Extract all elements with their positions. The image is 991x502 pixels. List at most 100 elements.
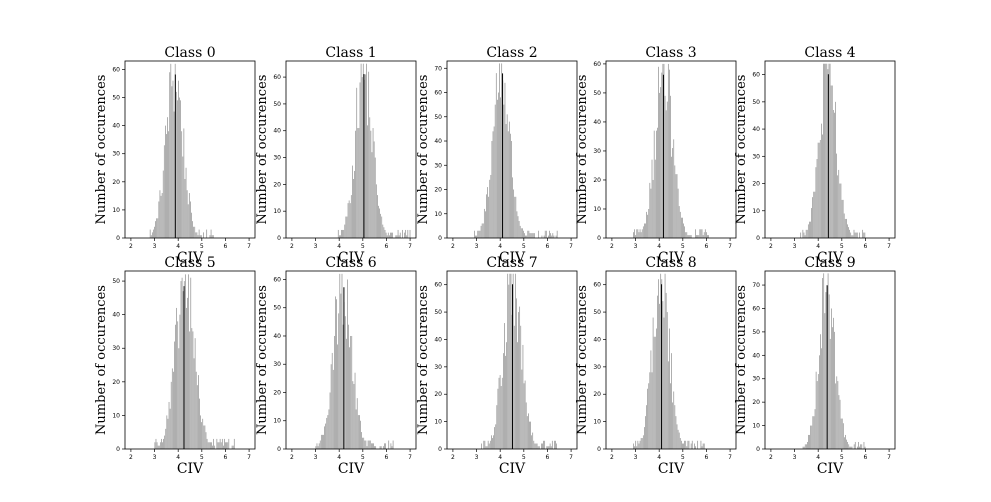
histogram-bar: [813, 191, 815, 238]
histogram-bar: [171, 368, 173, 449]
histogram-bar: [826, 63, 828, 238]
histogram-bar: [544, 440, 546, 449]
x-tick-label: 7: [887, 243, 891, 250]
x-tick-label: 2: [769, 243, 773, 250]
histogram-bar: [549, 230, 550, 238]
histogram-bar: [683, 443, 684, 449]
y-tick-label: 50: [593, 309, 601, 316]
histogram-bar: [679, 211, 681, 238]
histogram-bar: [167, 117, 168, 238]
histogram-bar: [485, 211, 486, 238]
histogram-bar: [493, 435, 494, 449]
histogram-bar: [364, 440, 366, 449]
histogram-bar: [676, 174, 678, 238]
y-tick-label: 40: [112, 312, 120, 319]
histogram-bar: [658, 279, 659, 449]
histogram-bar: [168, 401, 170, 449]
histogram-bar: [377, 195, 378, 238]
histogram-bar: [499, 375, 501, 449]
histogram-bar: [532, 233, 534, 238]
chart-3-y-label: Number of occurences: [575, 75, 590, 225]
x-tick-label: 3: [314, 454, 318, 461]
y-tick-label: 10: [434, 211, 442, 218]
histogram-bar: [638, 443, 640, 449]
histogram-bar: [367, 440, 369, 449]
histogram-bar: [156, 218, 158, 238]
histogram-bar: [368, 440, 370, 449]
histogram-bar: [161, 438, 162, 449]
x-tick-label: 7: [247, 454, 251, 461]
histogram-bar: [490, 174, 492, 238]
y-tick-label: 30: [434, 364, 442, 371]
histogram-bar: [158, 201, 160, 238]
y-tick-label: 20: [593, 391, 601, 398]
histogram-bar: [703, 443, 705, 449]
histogram-bar: [654, 159, 656, 238]
histogram-bar: [187, 204, 189, 238]
x-tick-label: 7: [728, 454, 732, 461]
histogram-bar: [379, 208, 380, 238]
histogram-bar: [825, 63, 827, 238]
x-tick-label: 2: [451, 454, 455, 461]
y-tick-label: 0: [597, 446, 601, 453]
histogram-bar: [547, 446, 549, 449]
histogram-bar: [833, 317, 834, 449]
histogram-bar: [338, 235, 340, 238]
y-tick-label: 50: [273, 101, 281, 108]
y-tick-label: 60: [273, 276, 281, 283]
histogram-bar: [344, 316, 346, 449]
histogram-bar: [217, 442, 219, 449]
chart-7: 2 3 4 5 6 7 0 10 20 30 40 50 60 Class 7 CIV Number of o…: [416, 255, 578, 477]
histogram-bar: [192, 221, 193, 238]
histogram-bar: [640, 232, 642, 238]
histogram-bar: [194, 338, 196, 449]
histogram-bar: [699, 229, 701, 238]
histogram-bar: [634, 229, 635, 238]
histogram-bar: [815, 371, 817, 449]
y-tick-label: 70: [434, 65, 442, 72]
histogram-bar: [492, 438, 493, 449]
histogram-bar: [864, 446, 866, 449]
histogram-bar: [224, 438, 225, 449]
y-tick-label: 10: [593, 419, 601, 426]
histogram-bar: [391, 232, 392, 238]
histogram-bar: [485, 446, 487, 449]
histogram-bar: [157, 218, 159, 238]
histogram-bar: [543, 235, 545, 238]
histogram-bar: [168, 131, 169, 238]
histogram-bar: [848, 227, 849, 238]
histogram-bar: [171, 86, 173, 238]
histogram-bar: [846, 218, 847, 238]
histogram-bar: [375, 184, 377, 238]
x-tick-label: 4: [498, 243, 502, 250]
chart-3-bars: [633, 63, 709, 239]
histogram-bar: [505, 355, 506, 449]
histogram-bar: [850, 446, 852, 449]
chart-3-title: Class 3: [645, 45, 696, 61]
histogram-bar: [535, 443, 537, 449]
histogram-bar: [822, 278, 823, 449]
histogram-bar: [697, 440, 699, 449]
histogram-bar: [149, 229, 151, 238]
histogram-bar: [681, 217, 682, 238]
histogram-bar: [804, 235, 806, 238]
chart-4-x-label: CIV: [817, 250, 844, 266]
x-tick-label: 7: [569, 454, 573, 461]
y-tick-label: 20: [752, 399, 760, 406]
histogram-bar: [648, 383, 650, 449]
x-tick-label: 7: [408, 243, 412, 250]
chart-1-y-label: Number of occurences: [255, 75, 270, 225]
histogram-bar: [546, 446, 548, 449]
histogram-bar: [830, 85, 832, 238]
histogram-bar: [653, 336, 655, 449]
histogram-bar: [156, 442, 158, 449]
histogram-bar: [664, 273, 666, 449]
histogram-bar: [189, 331, 191, 449]
histogram-bar: [351, 335, 353, 449]
histogram-bar: [674, 405, 676, 449]
y-tick-label: 20: [112, 379, 120, 386]
histogram-bar: [163, 438, 164, 449]
histogram-bar: [846, 439, 847, 449]
histogram-bar: [220, 442, 222, 449]
x-tick-label: 5: [522, 454, 526, 461]
